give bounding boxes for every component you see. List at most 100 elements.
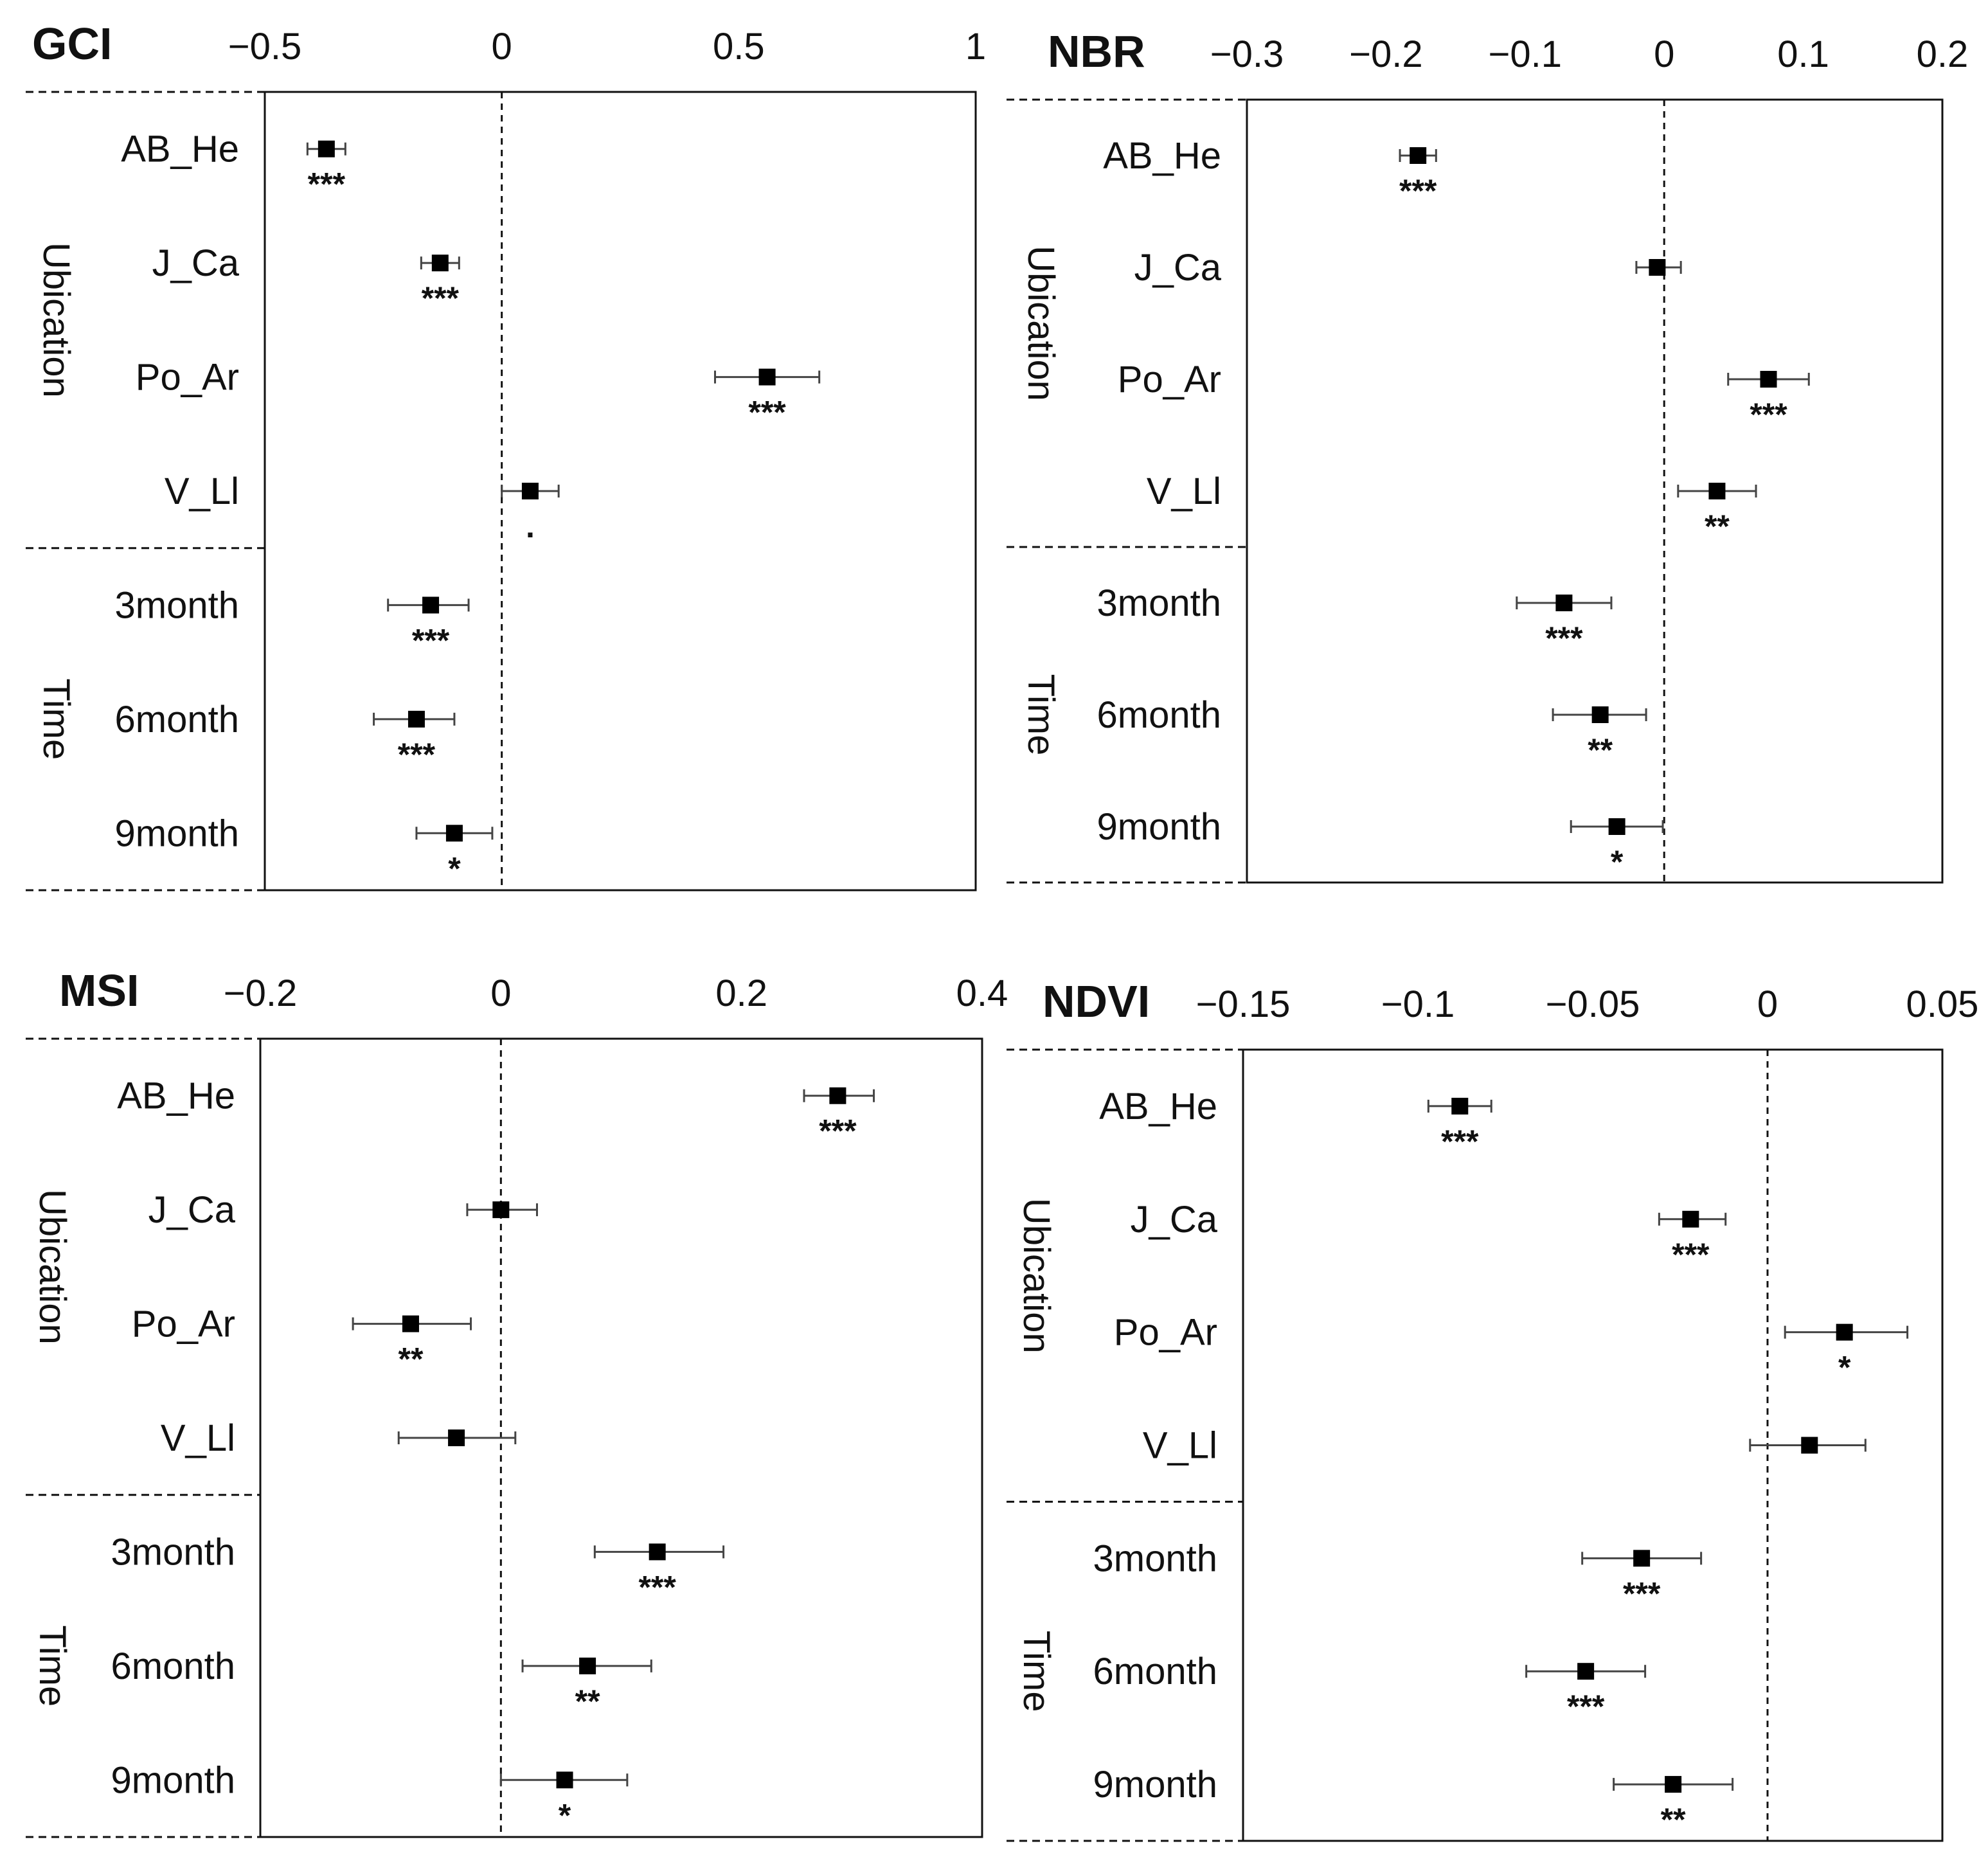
estimate-point — [1451, 1097, 1469, 1115]
category-label: Po_Ar — [1114, 1312, 1217, 1354]
category-label: 6month — [111, 1645, 235, 1687]
estimate-point — [556, 1771, 573, 1789]
significance-label: *** — [1672, 1237, 1710, 1273]
category-label: V_Ll — [165, 470, 239, 512]
group-label: Ubication — [31, 1189, 73, 1345]
category-label: 3month — [115, 584, 239, 626]
estimate-point — [1410, 147, 1427, 164]
estimate-point — [649, 1543, 666, 1561]
category-label: V_Ll — [1143, 1425, 1217, 1467]
group-label: Ubication — [1020, 246, 1062, 401]
panel-gci: GCI −0.5 0 0.5 1UbicationTimeAB_He***J_Ca***… — [26, 19, 986, 892]
panel-ndvi: NDVI −0.15 −0.1 −0.05 0 0.05 Ubication Time AB_H… — [1007, 976, 1979, 1842]
estimate-point — [407, 710, 425, 728]
significance-label: ** — [575, 1683, 600, 1719]
category-label: 6month — [1093, 1651, 1217, 1692]
panel-msi: MSI −0.2 0 0.2 0.4UbicationTimeAB_He***J_CaP… — [26, 965, 1008, 1838]
significance-label: * — [448, 850, 461, 886]
category-label: 6month — [115, 699, 239, 740]
significance-label: *** — [398, 737, 436, 773]
estimate-point — [448, 1429, 465, 1446]
category-label: Po_Ar — [136, 357, 239, 399]
x-tick-label: −0.3 — [1210, 33, 1284, 75]
estimate-point — [318, 140, 335, 157]
group-label: Ubication — [1016, 1198, 1057, 1354]
estimate-point — [1555, 595, 1573, 611]
significance-label: *** — [1545, 620, 1583, 656]
category-label: 9month — [115, 812, 239, 854]
x-tick-label: 0.5 — [713, 26, 765, 67]
estimate-point — [521, 483, 539, 499]
x-tick-label: −0.2 — [224, 972, 298, 1014]
estimate-point — [1836, 1323, 1853, 1341]
estimate-point — [1708, 483, 1726, 499]
plot-frame — [259, 1037, 983, 1838]
significance-label: . — [526, 508, 535, 544]
category-label: V_Ll — [1147, 470, 1221, 512]
panel-nbr: NBR −0.3 −0.2 −0.1 0 0.1 0.2 Ubication Time AB_He… — [1007, 26, 1969, 884]
x-tick-label: −0.1 — [1489, 33, 1563, 75]
estimate-point — [1633, 1550, 1651, 1567]
estimate-point — [492, 1201, 510, 1219]
panel-title: MSI — [59, 965, 139, 1016]
estimate-point — [1649, 259, 1666, 276]
significance-label: *** — [748, 395, 786, 431]
estimate-point — [1577, 1663, 1595, 1680]
estimate-point — [1665, 1776, 1682, 1793]
category-label: AB_He — [1099, 1086, 1217, 1127]
panel-title: NBR — [1048, 26, 1145, 76]
group-label: Time — [1016, 1631, 1057, 1712]
category-label: AB_He — [117, 1075, 235, 1117]
significance-label: ** — [1661, 1802, 1686, 1838]
category-label: J_Ca — [148, 1189, 236, 1231]
category-label: 9month — [111, 1759, 235, 1801]
significance-label: * — [1611, 844, 1624, 880]
x-tick-label: −0.15 — [1196, 983, 1291, 1025]
x-tick-label: 0.2 — [1917, 33, 1969, 75]
category-label: Po_Ar — [1118, 359, 1221, 400]
category-label: J_Ca — [1131, 1199, 1218, 1241]
category-label: 9month — [1097, 806, 1221, 848]
category-label: J_Ca — [1134, 247, 1222, 289]
x-tick-label: −0.05 — [1546, 983, 1640, 1025]
category-label: J_Ca — [152, 242, 240, 284]
significance-label: * — [1838, 1350, 1851, 1386]
category-label: 9month — [1093, 1764, 1217, 1806]
estimate-point — [431, 255, 449, 272]
category-label: AB_He — [1103, 135, 1221, 177]
category-label: 3month — [1093, 1537, 1217, 1579]
estimate-point — [422, 596, 440, 614]
x-tick-label: −0.1 — [1381, 983, 1455, 1025]
estimate-point — [1591, 706, 1609, 723]
category-label: AB_He — [121, 129, 239, 170]
x-tick-label: 0.05 — [1906, 983, 1979, 1025]
estimate-point — [758, 368, 776, 386]
category-label: 3month — [111, 1531, 235, 1573]
estimate-point — [445, 825, 463, 842]
plot-frame — [264, 91, 977, 892]
group-label: Time — [31, 1625, 73, 1707]
significance-label: *** — [1441, 1124, 1479, 1160]
x-tick-label: −0.5 — [228, 26, 302, 67]
significance-label: *** — [638, 1569, 676, 1605]
x-tick-label: 0.1 — [1777, 33, 1829, 75]
significance-label: *** — [1399, 173, 1437, 209]
category-label: V_Ll — [161, 1417, 235, 1459]
estimate-point — [402, 1315, 419, 1332]
x-tick-label: 1 — [965, 26, 986, 67]
x-tick-label: 0 — [1654, 33, 1674, 75]
significance-label: ** — [1705, 508, 1730, 544]
estimate-point — [829, 1087, 846, 1104]
group-label: Time — [1020, 674, 1062, 756]
category-label: 6month — [1097, 694, 1221, 736]
significance-label: *** — [412, 622, 450, 658]
x-tick-label: −0.2 — [1349, 33, 1423, 75]
x-tick-label: 0 — [490, 972, 511, 1014]
estimate-point — [579, 1657, 596, 1674]
significance-label: * — [559, 1797, 571, 1833]
plot-frame — [1242, 1048, 1944, 1842]
category-label: 3month — [1097, 582, 1221, 624]
plot-frame — [1246, 98, 1944, 884]
significance-label: *** — [819, 1113, 857, 1149]
